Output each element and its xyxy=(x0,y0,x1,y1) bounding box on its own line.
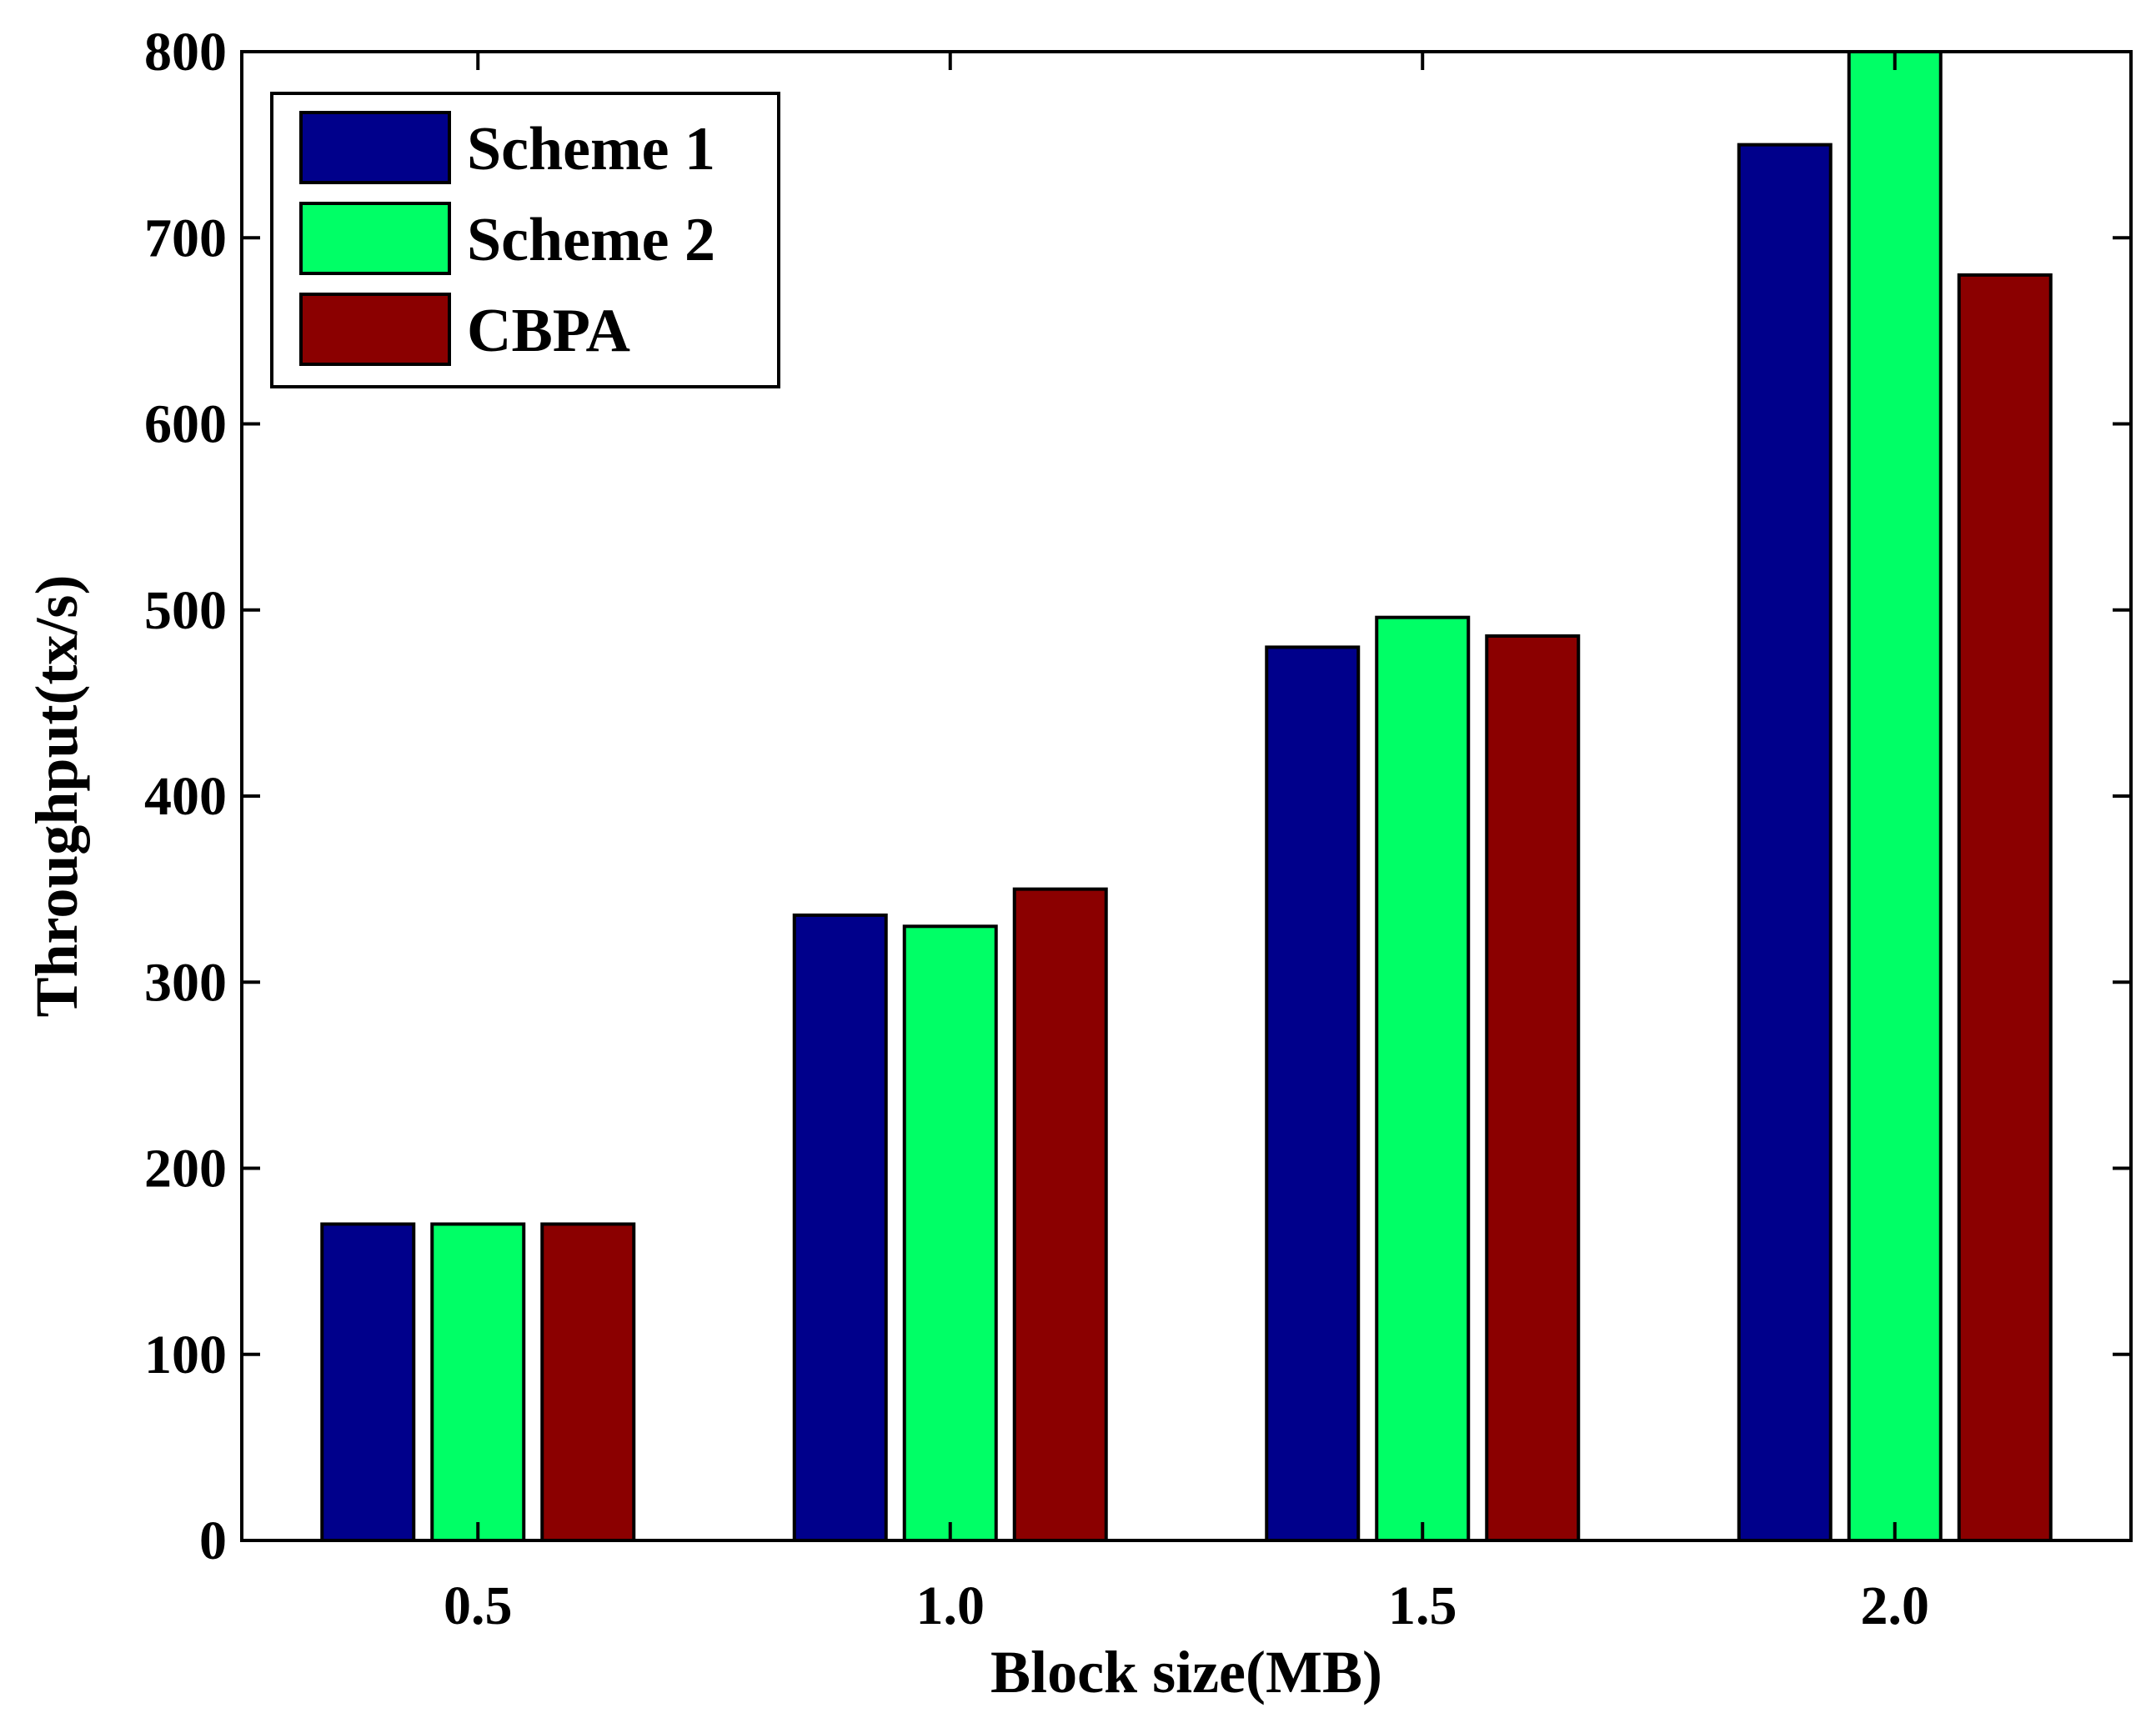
bar-scheme-2-1-5 xyxy=(1375,615,1471,1542)
x-tick-label: 1.5 xyxy=(1388,1575,1457,1636)
bar-scheme-2-1-0 xyxy=(902,924,998,1542)
bar-scheme-1-1-0 xyxy=(792,913,888,1542)
legend-label-cbpa: CBPA xyxy=(467,297,630,365)
legend-label-scheme-2: Scheme 2 xyxy=(467,206,715,274)
y-tick-label: 100 xyxy=(144,1325,227,1385)
y-axis-title: Throughput(tx/s) xyxy=(23,575,90,1018)
legend: Scheme 1 Scheme 2 CBPA xyxy=(270,92,780,388)
x-tick-label: 1.0 xyxy=(916,1575,985,1636)
bar-scheme-1-1-5 xyxy=(1265,645,1361,1542)
bar-scheme-1-2-0 xyxy=(1737,143,1833,1542)
y-tick-labels: 0 100 200 300 400 500 600 700 800 xyxy=(144,22,227,1571)
legend-label-scheme-1: Scheme 1 xyxy=(467,115,715,183)
bar-cbpa-0-5 xyxy=(540,1222,636,1542)
y-tick-label: 0 xyxy=(199,1510,227,1571)
bar-scheme-2-2-0 xyxy=(1847,50,1943,1542)
bar-cbpa-2-0 xyxy=(1957,273,2053,1542)
bar-cbpa-1-5 xyxy=(1485,634,1581,1542)
bar-scheme-1-0-5 xyxy=(320,1222,416,1542)
legend-swatch-scheme-2 xyxy=(299,202,451,275)
y-tick-label: 600 xyxy=(144,394,227,455)
legend-swatch-scheme-1 xyxy=(299,111,451,184)
y-tick-label: 800 xyxy=(144,22,227,83)
x-tick-labels: 0.5 1.0 1.5 2.0 xyxy=(444,1575,1929,1636)
legend-swatch-cbpa xyxy=(299,293,451,366)
bar-scheme-2-0-5 xyxy=(430,1222,526,1542)
y-tick-label: 400 xyxy=(144,766,227,827)
y-tick-label: 500 xyxy=(144,580,227,641)
y-tick-label: 700 xyxy=(144,208,227,268)
x-tick-label: 2.0 xyxy=(1861,1575,1930,1636)
ticks-layer xyxy=(242,50,2131,1542)
y-tick-label: 300 xyxy=(144,952,227,1013)
x-axis-title: Block size(MB) xyxy=(990,1639,1382,1705)
bar-cbpa-1-0 xyxy=(1012,887,1108,1542)
x-tick-label: 0.5 xyxy=(444,1575,513,1636)
bars-layer xyxy=(320,50,2053,1542)
y-tick-label: 200 xyxy=(144,1139,227,1200)
